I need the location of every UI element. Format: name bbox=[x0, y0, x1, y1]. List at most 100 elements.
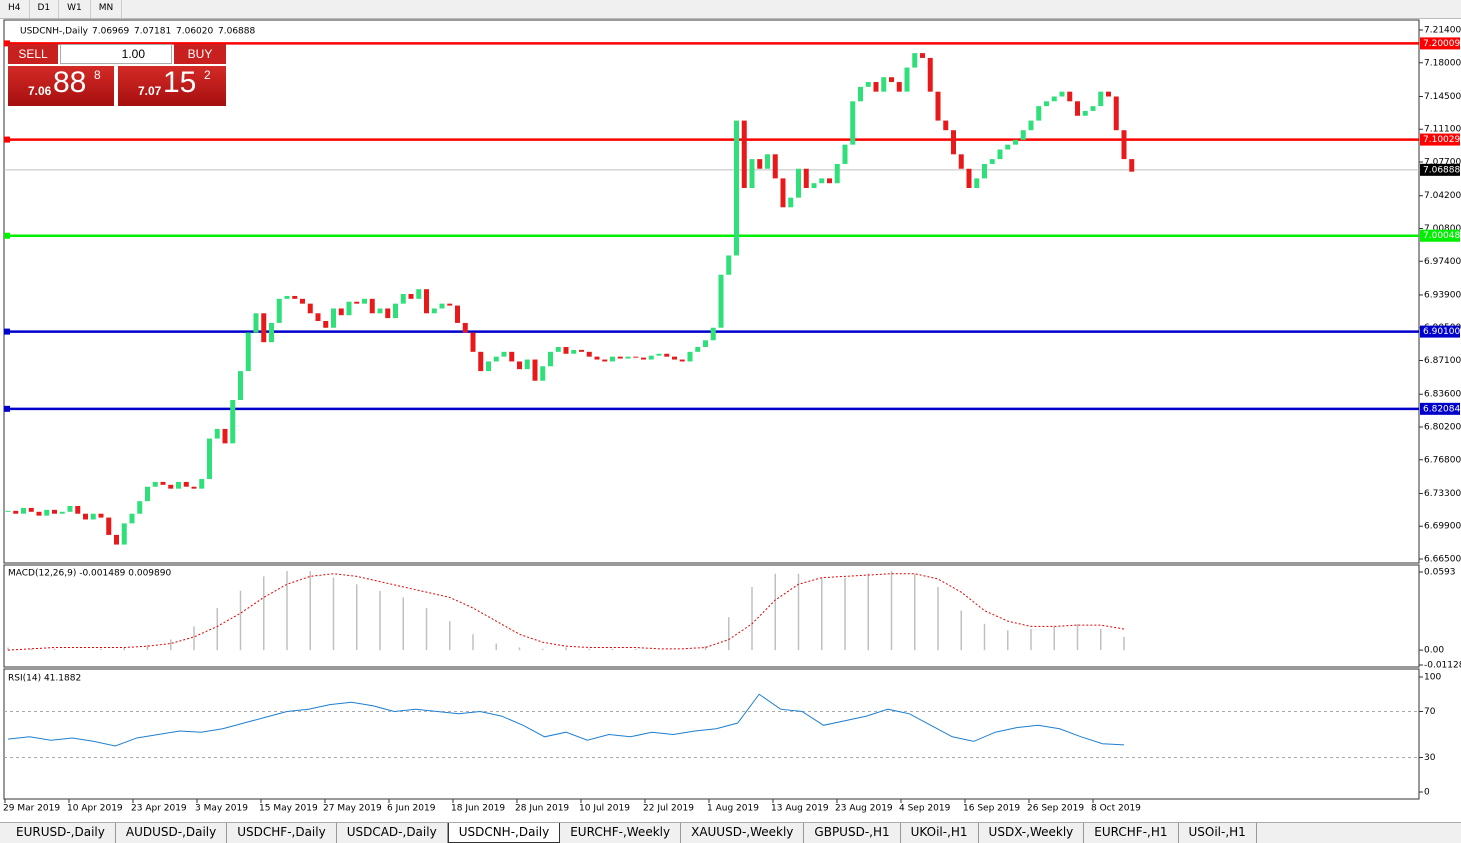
y-tick-label: 7.14500 bbox=[1424, 92, 1461, 102]
candle bbox=[803, 168, 809, 189]
candle bbox=[563, 347, 569, 354]
candle bbox=[276, 298, 282, 323]
candle bbox=[734, 120, 739, 256]
candle bbox=[214, 428, 220, 439]
candle bbox=[881, 77, 887, 92]
candle bbox=[850, 101, 856, 145]
candle bbox=[509, 351, 515, 362]
candle bbox=[641, 357, 646, 360]
chart-tab[interactable]: GBPUSD-,H1 bbox=[804, 823, 901, 843]
y-tick-label: 30 bbox=[1424, 753, 1436, 763]
candle bbox=[1020, 130, 1026, 140]
candle bbox=[594, 356, 600, 360]
y-tick-label: 6.76800 bbox=[1424, 455, 1461, 465]
candle bbox=[703, 340, 708, 348]
y-tick-label: 6.93900 bbox=[1424, 290, 1461, 300]
y-tick-label: 0.0593 bbox=[1424, 568, 1456, 578]
candle bbox=[486, 361, 491, 372]
chart-tab[interactable]: EURUSD-,Daily bbox=[6, 823, 116, 843]
timeframe-bar: H4 D1 W1 MN bbox=[0, 0, 1461, 19]
candle bbox=[400, 294, 406, 304]
candle bbox=[989, 159, 995, 164]
chart-tab[interactable]: EURCHF-,H1 bbox=[1084, 823, 1179, 843]
timeframe-button[interactable]: W1 bbox=[59, 0, 91, 18]
candle bbox=[338, 308, 344, 316]
timeframe-button[interactable]: MN bbox=[91, 0, 123, 18]
x-tick-label: 8 Oct 2019 bbox=[1091, 804, 1141, 814]
candle bbox=[176, 481, 181, 489]
x-tick-label: 10 Jul 2019 bbox=[579, 804, 630, 814]
candle bbox=[1005, 144, 1011, 150]
x-tick-label: 22 Jul 2019 bbox=[643, 804, 694, 814]
y-tick-label: 6.69900 bbox=[1424, 522, 1461, 532]
level-anchor bbox=[4, 405, 10, 412]
candle bbox=[478, 351, 484, 372]
timeframe-button[interactable]: H4 bbox=[0, 0, 30, 18]
y-tick-label: -0.01128 bbox=[1424, 661, 1461, 671]
buy-button[interactable]: BUY bbox=[174, 44, 226, 64]
candle bbox=[230, 400, 236, 444]
candle bbox=[300, 298, 305, 304]
candle bbox=[137, 501, 143, 514]
panel-frame bbox=[3, 19, 1420, 564]
candle bbox=[106, 517, 112, 535]
buy-price[interactable]: 7.07 15 2 bbox=[118, 66, 226, 106]
chart-tab[interactable]: AUDUSD-,Daily bbox=[116, 823, 228, 843]
lot-input[interactable]: 1.00 bbox=[60, 44, 172, 64]
panel-frame bbox=[3, 668, 1420, 800]
macd-signal bbox=[7, 573, 1125, 651]
candle bbox=[811, 183, 817, 189]
y-tick-label: 6.97400 bbox=[1424, 257, 1461, 267]
candle bbox=[664, 353, 670, 357]
candle bbox=[1098, 91, 1104, 107]
candle bbox=[59, 511, 65, 514]
candle bbox=[958, 154, 964, 169]
y-tick-label: 100 bbox=[1424, 673, 1441, 683]
y-tick-label: 0.00 bbox=[1424, 646, 1444, 656]
candle bbox=[114, 534, 119, 545]
candle bbox=[834, 163, 840, 184]
chart-tab[interactable]: UKOil-,H1 bbox=[901, 823, 979, 843]
candle bbox=[199, 479, 205, 489]
chart-tab[interactable]: USDX-,Weekly bbox=[979, 823, 1085, 843]
sell-button[interactable]: SELL bbox=[8, 44, 58, 64]
candle bbox=[865, 82, 871, 87]
level-label: 7.10029 bbox=[1423, 135, 1460, 145]
candle bbox=[1075, 101, 1080, 116]
level-tag bbox=[1420, 133, 1460, 146]
timeframe-button[interactable]: D1 bbox=[30, 0, 60, 18]
candle bbox=[726, 255, 732, 275]
candle bbox=[362, 298, 367, 304]
candle bbox=[571, 349, 577, 354]
candle bbox=[28, 507, 34, 512]
chart-tab[interactable]: USDCNH-,Daily bbox=[447, 823, 561, 843]
candle bbox=[648, 355, 654, 360]
candle bbox=[346, 301, 352, 316]
price-big: 7.07 bbox=[138, 84, 162, 98]
y-tick-label: 6.66500 bbox=[1424, 555, 1461, 565]
chart-tab[interactable]: EURCHF-,Weekly bbox=[560, 823, 682, 843]
candle bbox=[1036, 106, 1042, 121]
chart-tab[interactable]: USDCAD-,Daily bbox=[337, 823, 448, 843]
candle bbox=[292, 295, 298, 299]
candle bbox=[52, 509, 57, 514]
chart-tab[interactable]: USOil-,H1 bbox=[1179, 823, 1257, 843]
chart-tab[interactable]: XAUUSD-,Weekly bbox=[681, 823, 805, 843]
candle bbox=[36, 511, 42, 516]
candle bbox=[540, 366, 546, 381]
candle bbox=[90, 513, 96, 520]
candle bbox=[75, 506, 81, 514]
sell-price[interactable]: 7.06 88 8 bbox=[8, 66, 114, 106]
candle bbox=[470, 332, 476, 352]
candle bbox=[1129, 159, 1135, 172]
candle bbox=[222, 428, 228, 444]
x-tick-label: 23 Apr 2019 bbox=[131, 804, 187, 814]
candle bbox=[1113, 96, 1119, 131]
chart-tabs: EURUSD-,Daily AUDUSD-,Daily USDCHF-,Daily U… bbox=[0, 822, 1461, 843]
candle bbox=[1082, 110, 1088, 116]
candle bbox=[548, 351, 553, 367]
trade-panel: SELL 1.00 BUY 7.06 88 8 7.07 15 2 bbox=[7, 43, 227, 107]
chart-tab[interactable]: USDCHF-,Daily bbox=[227, 823, 337, 843]
candle bbox=[1044, 101, 1049, 107]
